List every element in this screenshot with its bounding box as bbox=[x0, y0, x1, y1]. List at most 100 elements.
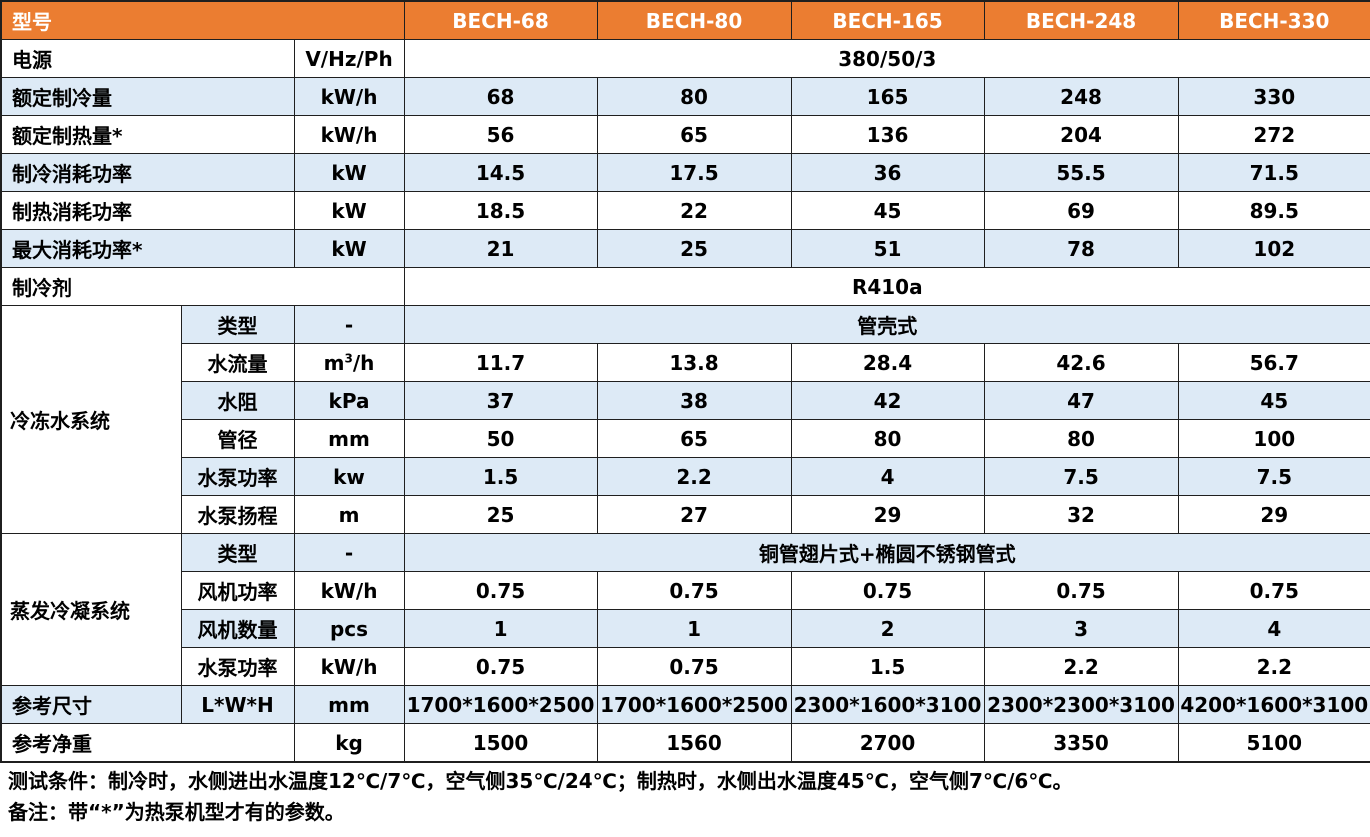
cell-value: 28.4 bbox=[790, 343, 985, 382]
cell-value-span: 铜管翅片式+椭圆不锈钢管式 bbox=[403, 533, 1370, 572]
row-label: 制冷消耗功率 bbox=[0, 153, 295, 192]
cell-value: 69 bbox=[983, 191, 1179, 230]
cell-value: 7.5 bbox=[983, 457, 1179, 496]
row-unit: m3/h bbox=[293, 343, 405, 382]
cell-value: 2.2 bbox=[983, 647, 1179, 686]
cell-value: 5100 bbox=[1177, 723, 1370, 763]
row-unit: kw bbox=[293, 457, 405, 496]
row-label: 制冷剂 bbox=[0, 267, 405, 306]
cell-value: 22 bbox=[596, 191, 792, 230]
cell-value: 1500 bbox=[403, 723, 598, 763]
cell-value: 4 bbox=[790, 457, 985, 496]
cell-value: 1700*1600*2500 bbox=[403, 685, 598, 724]
row-heating-input-power: 制热消耗功率 kW 18.5 22 45 69 89.5 bbox=[0, 191, 1370, 230]
cell-value: 25 bbox=[403, 495, 598, 534]
row-evap-type: 蒸发冷凝系统 类型 - 铜管翅片式+椭圆不锈钢管式 bbox=[0, 533, 1370, 686]
row-sublabel: 风机数量 bbox=[180, 609, 295, 648]
cell-value-span: 管壳式 bbox=[403, 305, 1370, 344]
row-water-resistance: 水阻 kPa 37 38 42 47 45 bbox=[1, 381, 1370, 420]
note-remark: 备注：带“*”为热泵机型才有的参数。 bbox=[8, 800, 345, 825]
row-sublabel: 风机功率 bbox=[180, 571, 295, 610]
row-unit: kg bbox=[293, 723, 405, 763]
cell-value: 2.2 bbox=[1177, 647, 1370, 686]
row-cooling-input-power: 制冷消耗功率 kW 14.5 17.5 36 55.5 71.5 bbox=[0, 153, 1370, 192]
cell-value: 165 bbox=[790, 77, 985, 116]
cell-value: 0.75 bbox=[1177, 571, 1370, 610]
row-sublabel: 水泵功率 bbox=[180, 647, 295, 686]
cell-value: 102 bbox=[1177, 229, 1370, 268]
model-name-bech-248: BECH-248 bbox=[983, 0, 1179, 40]
row-unit: kW bbox=[293, 191, 405, 230]
cell-value: 330 bbox=[1177, 77, 1370, 116]
row-sublabel: 类型 bbox=[180, 533, 295, 572]
cell-value: 80 bbox=[983, 419, 1179, 458]
model-name-bech-68: BECH-68 bbox=[403, 0, 598, 40]
cell-value: 17.5 bbox=[596, 153, 792, 192]
cell-value-span: R410a bbox=[403, 267, 1370, 306]
cell-value-span: 380/50/3 bbox=[403, 39, 1370, 78]
cell-value: 42.6 bbox=[983, 343, 1179, 382]
cell-value: 18.5 bbox=[403, 191, 598, 230]
spec-table: 型号 BECH-68 BECH-80 BECH-165 BECH-248 BEC… bbox=[0, 0, 1370, 763]
cell-value: 36 bbox=[790, 153, 985, 192]
cell-value: 51 bbox=[790, 229, 985, 268]
cell-value: 0.75 bbox=[403, 571, 598, 610]
group-label-chilled-water-system: 冷冻水系统 bbox=[0, 305, 182, 534]
cell-value: 1.5 bbox=[790, 647, 985, 686]
row-power: 电源 V/Hz/Ph 380/50/3 bbox=[0, 39, 1370, 78]
table-header-row: 型号 BECH-68 BECH-80 BECH-165 BECH-248 BEC… bbox=[0, 0, 1370, 40]
cell-value: 1560 bbox=[596, 723, 792, 763]
cell-value: 14.5 bbox=[403, 153, 598, 192]
cell-value: 2 bbox=[790, 609, 985, 648]
row-unit: kW/h bbox=[293, 571, 405, 610]
cell-value: 3 bbox=[983, 609, 1179, 648]
cell-value: 204 bbox=[983, 115, 1179, 154]
cell-value: 38 bbox=[596, 381, 792, 420]
row-label: 额定制热量* bbox=[0, 115, 295, 154]
cell-value: 1700*1600*2500 bbox=[596, 685, 792, 724]
unit-main: m bbox=[323, 350, 345, 375]
row-pump-head: 水泵扬程 m 25 27 29 32 29 bbox=[1, 495, 1370, 534]
row-cooling-capacity: 额定制冷量 kW/h 68 80 165 248 330 bbox=[0, 77, 1370, 116]
cell-value: 21 bbox=[403, 229, 598, 268]
row-sublabel: 水泵功率 bbox=[180, 457, 295, 496]
group-label-evap-condensing-system: 蒸发冷凝系统 bbox=[0, 533, 182, 686]
cell-value: 78 bbox=[983, 229, 1179, 268]
row-max-input-power: 最大消耗功率* kW 21 25 51 78 102 bbox=[0, 229, 1370, 268]
cell-value: 71.5 bbox=[1177, 153, 1370, 192]
row-refrigerant: 制冷剂 R410a bbox=[0, 267, 1370, 306]
row-net-weight: 参考净重 kg 1500 1560 2700 3350 5100 bbox=[0, 723, 1370, 763]
row-unit: mm bbox=[293, 419, 405, 458]
model-name-bech-165: BECH-165 bbox=[790, 0, 985, 40]
cell-value: 1.5 bbox=[403, 457, 598, 496]
row-heating-capacity: 额定制热量* kW/h 56 65 136 204 272 bbox=[0, 115, 1370, 154]
cell-value: 3350 bbox=[983, 723, 1179, 763]
cell-value: 0.75 bbox=[596, 647, 792, 686]
row-label: 额定制冷量 bbox=[0, 77, 295, 116]
row-fan-quantity: 风机数量 pcs 1 1 2 3 4 bbox=[1, 609, 1370, 648]
row-label: 最大消耗功率* bbox=[0, 229, 295, 268]
cell-value: 80 bbox=[596, 77, 792, 116]
cell-value: 0.75 bbox=[596, 571, 792, 610]
cell-value: 2700 bbox=[790, 723, 985, 763]
model-name-bech-330: BECH-330 bbox=[1177, 0, 1370, 40]
footnotes: 测试条件：制冷时，水侧进出水温度12℃/7℃，空气侧35℃/24℃；制热时，水侧… bbox=[0, 763, 1370, 828]
cell-value: 248 bbox=[983, 77, 1179, 116]
cell-value: 2.2 bbox=[596, 457, 792, 496]
model-column-header: 型号 bbox=[0, 0, 405, 40]
row-chilled-pump-power: 水泵功率 kw 1.5 2.2 4 7.5 7.5 bbox=[1, 457, 1370, 496]
cell-value: 45 bbox=[1177, 381, 1370, 420]
row-unit: pcs bbox=[293, 609, 405, 648]
cell-value: 27 bbox=[596, 495, 792, 534]
cell-value: 0.75 bbox=[983, 571, 1179, 610]
cell-value: 11.7 bbox=[403, 343, 598, 382]
row-unit: mm bbox=[293, 685, 405, 724]
row-sublabel: 水流量 bbox=[180, 343, 295, 382]
row-label: 参考尺寸 bbox=[0, 685, 182, 724]
cell-value: 4200*1600*3100 bbox=[1177, 685, 1370, 724]
row-label: 制热消耗功率 bbox=[0, 191, 295, 230]
cell-value: 100 bbox=[1177, 419, 1370, 458]
row-unit: kW bbox=[293, 153, 405, 192]
cell-value: 272 bbox=[1177, 115, 1370, 154]
row-sublabel: 管径 bbox=[180, 419, 295, 458]
